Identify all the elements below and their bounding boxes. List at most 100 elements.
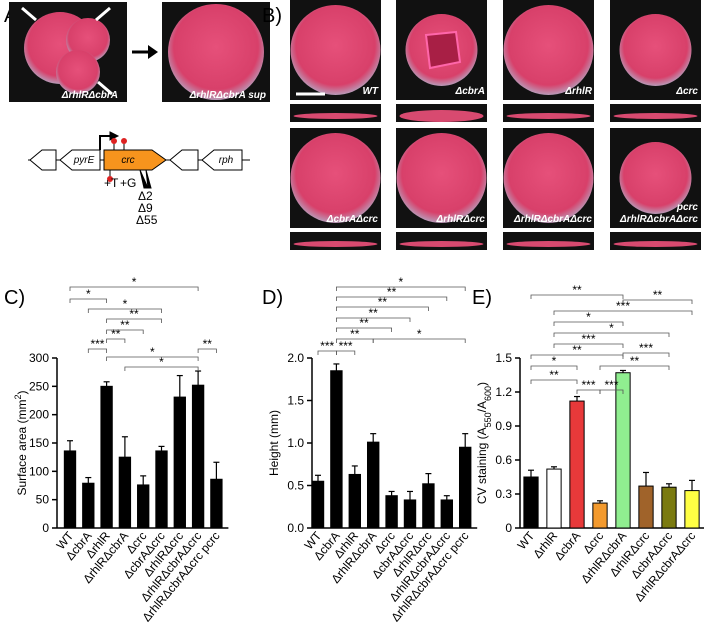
bar <box>569 400 585 529</box>
side-profile <box>293 113 378 119</box>
y-axis-label-part: Surface area (mm <box>15 399 29 495</box>
significance-bracket <box>530 365 578 370</box>
colony <box>503 133 594 223</box>
mutation-label: Δ9 <box>138 201 153 215</box>
y-tick-label: 150 <box>29 436 49 450</box>
bar <box>330 370 343 529</box>
significance-bracket <box>336 350 356 355</box>
bar <box>422 483 435 529</box>
colony <box>290 5 381 95</box>
significance-bracket <box>87 348 107 353</box>
y-tick-label: 0.6 <box>495 453 512 467</box>
significance-bracket <box>599 365 670 370</box>
significance-label: * <box>417 327 422 341</box>
arrows <box>21 6 113 96</box>
panel-label: E) <box>472 287 492 309</box>
mutation-label: Δ55 <box>136 213 158 227</box>
bar <box>311 480 325 529</box>
y-tick-label: 200 <box>29 408 49 422</box>
significance-bracket <box>530 379 578 384</box>
significance-label: ** <box>350 327 360 341</box>
bar <box>615 372 631 529</box>
significance-label: *** <box>604 378 618 392</box>
mutation-label: +G <box>120 176 136 190</box>
significance-bracket <box>69 298 107 303</box>
significance-bracket <box>69 286 199 291</box>
significance-bracket <box>336 306 429 311</box>
colony <box>619 14 692 86</box>
y-axis-label-part: ) <box>475 382 489 386</box>
gene-label: rph <box>219 155 234 166</box>
side-profile <box>506 241 591 247</box>
y-axis-label-part: Height (mm) <box>267 410 281 476</box>
y-axis-label-part: 2 <box>13 394 23 399</box>
significance-label: *** <box>90 337 104 351</box>
significance-bracket <box>553 343 624 348</box>
significance-bracket <box>124 366 199 371</box>
significance-label: ** <box>203 337 213 351</box>
side-profile <box>399 241 484 247</box>
significance-label: * <box>159 355 164 369</box>
bar <box>592 502 608 529</box>
y-tick-label: 0.9 <box>495 419 512 433</box>
gene-label: pyrE <box>73 155 95 166</box>
significance-label: * <box>123 297 128 311</box>
colony-label: ΔcbrAΔcrc <box>326 214 379 225</box>
significance-label: ** <box>111 327 121 341</box>
colony-label: ΔrhlR <box>564 86 592 97</box>
y-tick-label: 250 <box>29 379 49 393</box>
bar <box>348 473 362 529</box>
bar <box>458 446 472 529</box>
panel-label: B) <box>262 5 282 27</box>
significance-label: * <box>609 321 614 335</box>
significance-label: *** <box>320 339 334 353</box>
y-tick-label: 100 <box>29 464 49 478</box>
bar <box>173 396 186 529</box>
significance-bracket <box>553 332 670 337</box>
significance-label: ** <box>129 307 139 321</box>
x-tick-label: ΔcbrA <box>552 529 584 563</box>
significance-label: ** <box>572 283 582 297</box>
y-axis-label-part: CV staining (A <box>475 427 489 504</box>
gene-label: crc <box>121 155 134 166</box>
bar <box>403 499 417 529</box>
gene-map <box>28 131 250 189</box>
significance-label: * <box>398 275 403 289</box>
significance-bracket <box>106 338 126 343</box>
colony-label: pcrc <box>676 202 699 213</box>
significance-bracket <box>336 286 466 291</box>
significance-bracket <box>599 389 624 394</box>
significance-bracket <box>336 317 411 322</box>
bar <box>385 495 398 529</box>
significance-label: ** <box>549 368 559 382</box>
photo-label: ΔrhlRΔcbrA sup <box>189 90 266 101</box>
significance-bracket <box>553 321 624 326</box>
significance-bracket <box>106 356 199 361</box>
significance-bracket <box>372 338 466 343</box>
mutation-label: Δ2 <box>138 189 153 203</box>
colony-label: ΔrhlRΔcbrAΔcrc <box>513 214 592 225</box>
colony-center <box>424 30 462 70</box>
significance-label: * <box>86 287 91 301</box>
y-axis-label-part: 550 <box>483 412 493 427</box>
significance-bracket <box>622 352 670 357</box>
significance-bracket <box>336 327 392 332</box>
significance-label: * <box>150 345 155 359</box>
bar <box>137 484 150 529</box>
bar <box>82 482 95 529</box>
bar <box>523 476 539 529</box>
colony <box>290 133 381 223</box>
photo-label: ΔrhlRΔcbrA <box>61 90 118 101</box>
mutation-label: +T <box>104 176 119 190</box>
significance-label: * <box>586 310 591 324</box>
bar <box>684 490 700 529</box>
panel-label: C) <box>4 287 25 309</box>
significance-bracket <box>336 296 448 301</box>
significance-label: *** <box>616 299 630 313</box>
significance-bracket <box>553 310 693 315</box>
significance-label: ** <box>630 354 640 368</box>
y-tick-label: 0 <box>42 521 49 535</box>
colony-label: ΔrhlRΔcrc <box>436 214 486 225</box>
significance-label: * <box>552 354 557 368</box>
